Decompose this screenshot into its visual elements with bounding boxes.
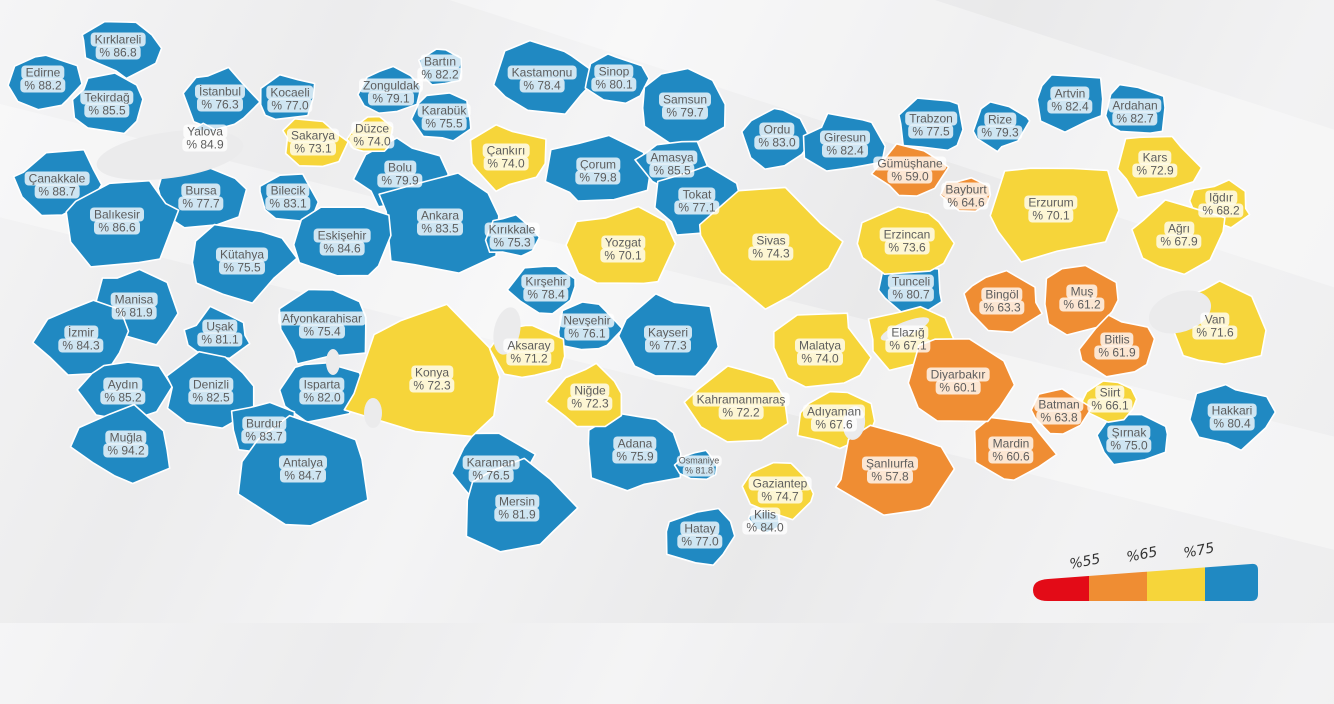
province-shape-diyarbakir[interactable] (907, 338, 1016, 423)
province-shape-istanbul[interactable] (182, 66, 261, 131)
province-shape-corum[interactable] (544, 134, 652, 202)
province-shape-ardahan[interactable] (1104, 83, 1166, 134)
province-shape-tekirdag[interactable] (71, 72, 144, 135)
province-shape-bayburt[interactable] (939, 177, 992, 213)
province-shape-eskisehir[interactable] (292, 206, 392, 277)
province-shape-zonguldak[interactable] (357, 65, 422, 114)
province-shape-cankiri[interactable] (469, 124, 547, 193)
province-shape-kahramanmaras[interactable] (683, 365, 789, 443)
province-shape-mugla[interactable] (69, 403, 171, 485)
legend-segment-blue (1205, 563, 1258, 601)
province-shape-erzincan[interactable] (856, 206, 956, 275)
province-shape-nigde[interactable] (545, 362, 623, 428)
province-shape-kastamonu[interactable] (492, 39, 601, 115)
province-shape-hakkari[interactable] (1189, 383, 1277, 452)
province-shape-kayseri[interactable] (617, 293, 720, 378)
province-shape-nevsehir[interactable] (557, 301, 624, 351)
province-shape-karabuk[interactable] (410, 92, 472, 142)
province-shape-sakarya[interactable] (282, 118, 349, 168)
province-shape-edirne[interactable] (7, 54, 83, 111)
province-shape-afyonkarahisar[interactable] (278, 288, 367, 365)
province-shape-giresun[interactable] (802, 112, 886, 172)
province-shape-kocaeli[interactable] (259, 73, 316, 121)
province-shape-bingol[interactable] (963, 269, 1043, 333)
province-shape-hatay[interactable] (665, 507, 736, 566)
province-shape-artvin[interactable] (1036, 74, 1104, 133)
van-lake (1148, 290, 1212, 334)
legend-color-scale (1033, 563, 1258, 601)
province-shape-gaziantep[interactable] (741, 461, 815, 521)
province-shape-batman[interactable] (1030, 388, 1093, 435)
province-shape-bartin[interactable] (418, 48, 463, 86)
legend-segment-yellow (1147, 563, 1205, 601)
province-shape-kirklareli[interactable] (81, 20, 163, 80)
map-canvas (7, 20, 1277, 601)
province-shape-kirsehir[interactable] (506, 265, 576, 315)
province-shape-duzce[interactable] (346, 115, 394, 153)
province-shape-sivas[interactable] (698, 186, 844, 310)
egirdir-lake (326, 349, 340, 375)
province-shape-kutahya[interactable] (191, 223, 298, 304)
province-shape-erzurum[interactable] (989, 167, 1120, 263)
province-shape-yozgat[interactable] (565, 205, 677, 285)
province-shape-trabzon[interactable] (898, 97, 964, 152)
province-shape-kars[interactable] (1116, 135, 1203, 199)
provinces-layer (7, 20, 1277, 566)
beysehir-lake (364, 398, 382, 428)
province-shape-ordu[interactable] (741, 107, 813, 170)
province-shape-samsun[interactable] (641, 67, 726, 148)
province-shape-sinop[interactable] (584, 53, 650, 105)
province-shape-usak[interactable] (183, 305, 251, 360)
province-shape-rize[interactable] (972, 101, 1031, 153)
province-shape-malatya[interactable] (773, 312, 872, 388)
turkey-vaccination-map: Edirne% 88.2 Kırklareli% 86.8 Tekirdağ% 85… (7, 20, 1277, 601)
province-shape-kirikkale[interactable] (484, 213, 541, 257)
